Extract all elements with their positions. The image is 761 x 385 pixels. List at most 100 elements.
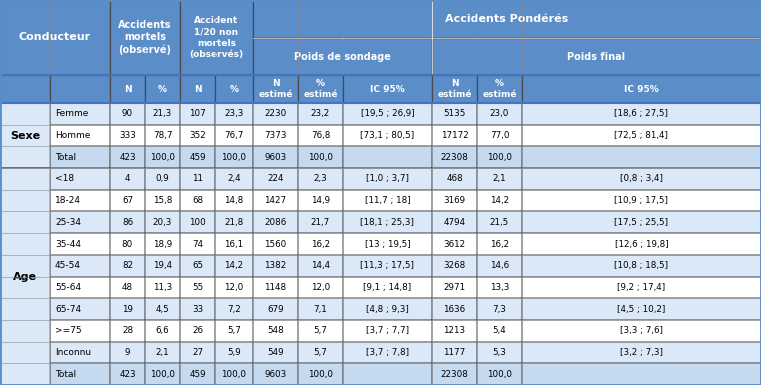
Bar — [180, 0, 253, 75]
Bar — [50, 341, 110, 363]
Bar — [50, 363, 110, 385]
Text: 12,0: 12,0 — [311, 283, 330, 292]
Bar — [253, 38, 432, 75]
Text: IC 95%: IC 95% — [624, 84, 659, 94]
Text: [3,2 ; 7,3]: [3,2 ; 7,3] — [620, 348, 663, 357]
Bar — [215, 125, 253, 146]
Bar — [432, 298, 477, 320]
Text: 9: 9 — [125, 348, 130, 357]
Text: Accidents Pondérés: Accidents Pondérés — [445, 14, 568, 24]
Bar — [298, 320, 343, 341]
Text: 76,7: 76,7 — [224, 131, 244, 140]
Bar — [432, 276, 477, 298]
Bar — [0, 341, 50, 363]
Text: 100,0: 100,0 — [221, 153, 247, 162]
Bar — [50, 298, 110, 320]
Text: 11,3: 11,3 — [153, 283, 172, 292]
Bar — [477, 298, 522, 320]
Text: [1,0 ; 3,7]: [1,0 ; 3,7] — [366, 174, 409, 183]
Text: 100,0: 100,0 — [487, 153, 512, 162]
Bar — [110, 0, 180, 75]
Text: 2,1: 2,1 — [156, 348, 169, 357]
Text: 423: 423 — [119, 153, 135, 162]
Bar — [522, 103, 761, 125]
Bar — [215, 168, 253, 190]
Text: 352: 352 — [189, 131, 206, 140]
Text: 33: 33 — [192, 305, 203, 313]
Bar — [110, 341, 145, 363]
Bar — [145, 320, 180, 341]
Bar — [477, 168, 522, 190]
Bar — [110, 320, 145, 341]
Bar — [0, 125, 50, 146]
Bar — [253, 298, 298, 320]
Bar — [298, 233, 343, 255]
Text: [0,8 ; 3,4]: [0,8 ; 3,4] — [620, 174, 663, 183]
Bar — [0, 168, 50, 385]
Text: Conducteur: Conducteur — [19, 32, 91, 42]
Text: [4,8 ; 9,3]: [4,8 ; 9,3] — [366, 305, 409, 313]
Text: 1427: 1427 — [264, 196, 287, 205]
Bar — [180, 146, 215, 168]
Bar — [180, 168, 215, 190]
Bar — [50, 255, 110, 276]
Text: N: N — [124, 84, 132, 94]
Bar — [522, 276, 761, 298]
Text: 7,1: 7,1 — [314, 305, 327, 313]
Text: [11,3 ; 17,5]: [11,3 ; 17,5] — [361, 261, 415, 270]
Text: 5,7: 5,7 — [227, 326, 241, 335]
Text: 23,0: 23,0 — [490, 109, 509, 118]
Bar — [343, 255, 432, 276]
Bar — [253, 103, 298, 125]
Bar — [253, 146, 298, 168]
Bar — [522, 233, 761, 255]
Text: Age: Age — [13, 271, 37, 281]
Bar — [180, 341, 215, 363]
Bar — [0, 276, 50, 298]
Text: 15,8: 15,8 — [153, 196, 172, 205]
Text: 21,3: 21,3 — [153, 109, 172, 118]
Bar — [145, 190, 180, 211]
Bar — [50, 146, 110, 168]
Bar — [0, 75, 50, 103]
Text: 86: 86 — [122, 218, 133, 227]
Text: 14,6: 14,6 — [490, 261, 509, 270]
Bar — [298, 190, 343, 211]
Bar — [50, 168, 110, 190]
Bar — [522, 341, 761, 363]
Text: 549: 549 — [267, 348, 284, 357]
Text: [9,1 ; 14,8]: [9,1 ; 14,8] — [363, 283, 412, 292]
Text: %: % — [158, 84, 167, 94]
Text: 23,2: 23,2 — [311, 109, 330, 118]
Text: 90: 90 — [122, 109, 133, 118]
Bar — [432, 211, 477, 233]
Bar — [50, 103, 110, 125]
Bar — [477, 341, 522, 363]
Text: 1177: 1177 — [444, 348, 466, 357]
Bar — [215, 341, 253, 363]
Bar — [145, 298, 180, 320]
Bar — [180, 75, 215, 103]
Bar — [432, 255, 477, 276]
Bar — [253, 211, 298, 233]
Text: 100,0: 100,0 — [487, 370, 512, 379]
Text: [3,3 ; 7,6]: [3,3 ; 7,6] — [620, 326, 663, 335]
Text: 1560: 1560 — [264, 239, 287, 248]
Bar — [0, 298, 50, 320]
Bar — [298, 75, 343, 103]
Bar — [522, 320, 761, 341]
Bar — [180, 255, 215, 276]
Bar — [145, 146, 180, 168]
Text: N: N — [194, 84, 202, 94]
Text: 5,4: 5,4 — [492, 326, 506, 335]
Bar — [298, 341, 343, 363]
Text: 9603: 9603 — [264, 370, 287, 379]
Text: 5,3: 5,3 — [492, 348, 506, 357]
Text: N
estimé: N estimé — [438, 79, 472, 99]
Text: 2,3: 2,3 — [314, 174, 327, 183]
Text: 2086: 2086 — [264, 218, 287, 227]
Bar — [432, 146, 477, 168]
Bar — [145, 341, 180, 363]
Bar — [110, 190, 145, 211]
Bar — [215, 103, 253, 125]
